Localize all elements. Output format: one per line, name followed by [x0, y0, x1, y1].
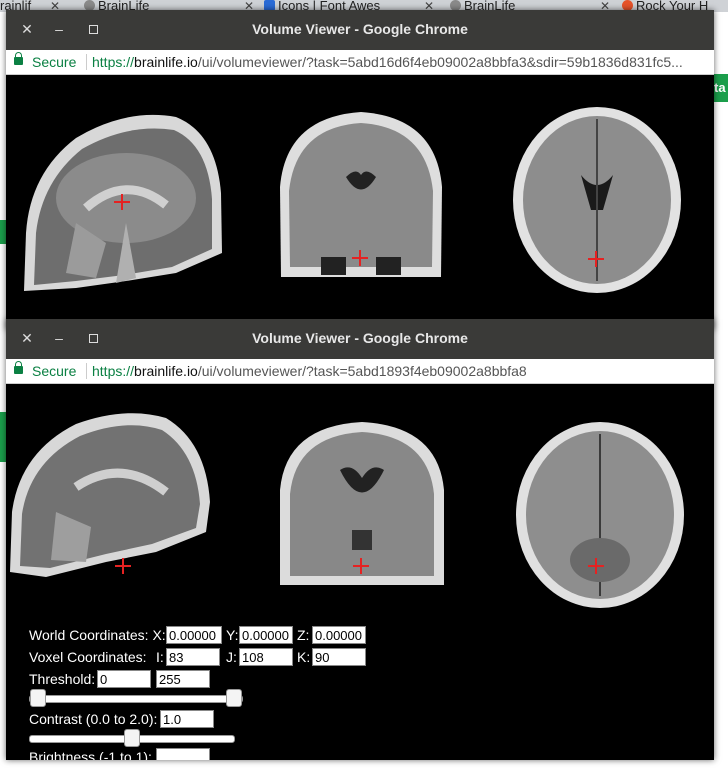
- world-y-input[interactable]: [239, 626, 293, 644]
- brightness-input[interactable]: [156, 748, 210, 760]
- background-tab[interactable]: BrainLife ✕: [450, 0, 610, 12]
- crosshair-marker: [588, 558, 604, 574]
- world-z-label: Z:: [297, 627, 310, 643]
- sagittal-slice[interactable]: [6, 402, 216, 582]
- secure-label: Secure: [32, 363, 77, 379]
- crosshair-marker: [114, 194, 130, 210]
- tab-label: Icons | Font Awes: [278, 0, 381, 12]
- coronal-slice[interactable]: [276, 107, 446, 287]
- voxel-j-input[interactable]: [239, 648, 293, 666]
- axial-slice[interactable]: [514, 420, 686, 610]
- address-bar[interactable]: Secure https://brainlife.io/ui/volumevie…: [6, 50, 714, 75]
- background-green-button[interactable]: ta: [712, 74, 728, 102]
- contrast-slider[interactable]: [29, 729, 235, 747]
- tab-label: rainlif: [0, 0, 32, 12]
- rock-icon: [622, 0, 633, 11]
- divider: [86, 363, 87, 379]
- close-icon[interactable]: ✕: [49, 0, 60, 12]
- window-title: Volume Viewer - Google Chrome: [252, 21, 468, 37]
- voxel-j-label: J:: [226, 649, 237, 665]
- contrast-handle[interactable]: [124, 729, 140, 747]
- url-text[interactable]: https://brainlife.io/ui/volumeviewer/?ta…: [92, 54, 683, 70]
- minimize-icon[interactable]: –: [55, 21, 63, 37]
- close-icon[interactable]: ✕: [423, 0, 434, 12]
- tab-label: BrainLife: [98, 0, 150, 12]
- close-icon[interactable]: ✕: [599, 0, 610, 12]
- window-titlebar[interactable]: ✕ – Volume Viewer - Google Chrome: [6, 10, 714, 50]
- threshold-range-slider[interactable]: [29, 689, 243, 707]
- window-titlebar[interactable]: ✕ – Volume Viewer - Google Chrome: [6, 319, 714, 359]
- world-y-label: Y:: [226, 627, 239, 643]
- minimize-icon[interactable]: –: [55, 330, 63, 346]
- flag-icon: [264, 0, 275, 11]
- threshold-min-input[interactable]: [97, 670, 151, 688]
- secure-label: Secure: [32, 54, 77, 70]
- crosshair-marker: [353, 558, 369, 574]
- tab-label: Rock Your H: [636, 0, 709, 12]
- volume-viewer-window-2: ✕ – Volume Viewer - Google Chrome Secure…: [6, 319, 714, 760]
- threshold-max-handle[interactable]: [226, 689, 242, 707]
- background-tab[interactable]: rainlif ✕: [0, 0, 60, 12]
- voxel-coordinates-label: Voxel Coordinates:: [29, 649, 147, 665]
- close-icon[interactable]: ✕: [243, 0, 254, 12]
- tab-label: BrainLife: [464, 0, 516, 12]
- window-title: Volume Viewer - Google Chrome: [252, 330, 468, 346]
- background-tab[interactable]: Icons | Font Awes ✕: [264, 0, 434, 12]
- coronal-slice[interactable]: [278, 420, 446, 590]
- close-icon[interactable]: ✕: [21, 330, 33, 346]
- url-text[interactable]: https://brainlife.io/ui/volumeviewer/?ta…: [92, 363, 527, 379]
- background-tab[interactable]: Rock Your H: [622, 0, 728, 12]
- world-coordinates-label: World Coordinates: X:: [29, 627, 166, 643]
- volume-viewer-window-1: ✕ – Volume Viewer - Google Chrome Secure…: [6, 10, 714, 330]
- voxel-k-label: K:: [297, 649, 311, 665]
- maximize-icon[interactable]: [84, 329, 102, 347]
- crosshair-marker: [588, 251, 604, 267]
- background-green-marker: [0, 220, 6, 244]
- brain-icon: [84, 0, 95, 11]
- crosshair-marker: [352, 250, 368, 266]
- crosshair-marker: [115, 558, 131, 574]
- background-tab-strip: rainlif ✕ BrainLife ✕ Icons | Font Awes …: [0, 0, 728, 12]
- brain-icon: [450, 0, 461, 11]
- voxel-k-input[interactable]: [312, 648, 366, 666]
- threshold-max-input[interactable]: [156, 670, 210, 688]
- threshold-min-handle[interactable]: [30, 689, 46, 707]
- world-x-input[interactable]: [166, 626, 222, 644]
- background-green-marker: [0, 412, 6, 462]
- contrast-label: Contrast (0.0 to 2.0):: [29, 711, 158, 727]
- contrast-input[interactable]: [160, 710, 214, 728]
- maximize-icon[interactable]: [84, 20, 102, 38]
- background-tab[interactable]: BrainLife ✕: [84, 0, 254, 12]
- brightness-label: Brightness (-1 to 1):: [29, 749, 152, 760]
- voxel-i-label: I:: [156, 649, 164, 665]
- axial-slice[interactable]: [511, 105, 683, 295]
- threshold-label: Threshold:: [29, 671, 96, 687]
- lock-icon: [14, 361, 23, 374]
- divider: [86, 54, 87, 70]
- close-icon[interactable]: ✕: [21, 21, 33, 37]
- lock-icon: [14, 52, 23, 65]
- voxel-i-input[interactable]: [166, 648, 220, 666]
- address-bar[interactable]: Secure https://brainlife.io/ui/volumevie…: [6, 359, 714, 384]
- world-z-input[interactable]: [312, 626, 366, 644]
